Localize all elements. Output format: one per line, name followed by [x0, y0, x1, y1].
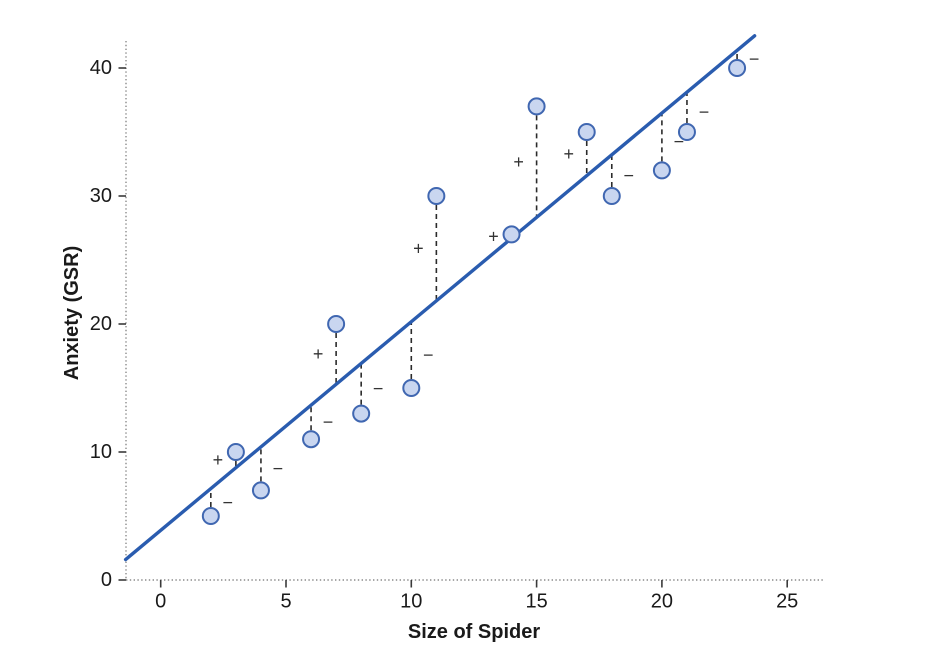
residual-sign-label: − [674, 132, 685, 152]
y-tick-label: 30 [90, 185, 112, 207]
residual-sign-label: − [423, 345, 434, 365]
x-tick-label: 0 [155, 591, 166, 613]
data-point [302, 430, 321, 449]
residual-sign-label: + [413, 238, 424, 258]
data-point [251, 481, 270, 500]
residual-sign-label: + [313, 344, 324, 364]
data-point [728, 59, 747, 77]
data-point [327, 315, 346, 333]
residual-sign-label: + [513, 152, 524, 172]
x-tick-label: 25 [776, 591, 798, 613]
x-tick-label: 20 [651, 591, 673, 613]
data-point [602, 187, 621, 205]
data-point [226, 443, 245, 461]
data-point [577, 123, 596, 141]
data-point [527, 97, 546, 116]
y-tick-label: 0 [101, 569, 112, 591]
data-point [352, 404, 371, 423]
residual-sign-label: − [749, 49, 760, 69]
data-point [502, 225, 521, 244]
x-tick-label: 5 [280, 591, 291, 613]
residual-sign-label: − [624, 165, 635, 185]
data-point [427, 187, 446, 205]
residual-sign-label: + [563, 144, 574, 164]
y-tick-label: 40 [90, 57, 112, 79]
residual-sign-label: − [323, 412, 334, 432]
residual-sign-label: − [373, 379, 384, 399]
data-point [652, 161, 671, 180]
x-tick-label: 15 [525, 591, 547, 613]
x-axis-title: Size of Spider [408, 621, 540, 643]
data-point [677, 123, 696, 141]
x-tick-label: 10 [400, 591, 422, 613]
residual-sign-label: − [223, 492, 234, 512]
y-axis-title: Anxiety (GSR) [61, 246, 83, 380]
data-point [402, 379, 421, 397]
residual-sign-label: − [699, 102, 710, 122]
residual-sign-label: + [213, 450, 224, 470]
regression-line [123, 34, 757, 562]
residual-sign-label: + [488, 226, 499, 246]
data-point [201, 507, 220, 525]
y-tick-label: 10 [90, 441, 112, 463]
y-tick-label: 20 [90, 313, 112, 335]
residual-sign-label: − [273, 459, 284, 479]
